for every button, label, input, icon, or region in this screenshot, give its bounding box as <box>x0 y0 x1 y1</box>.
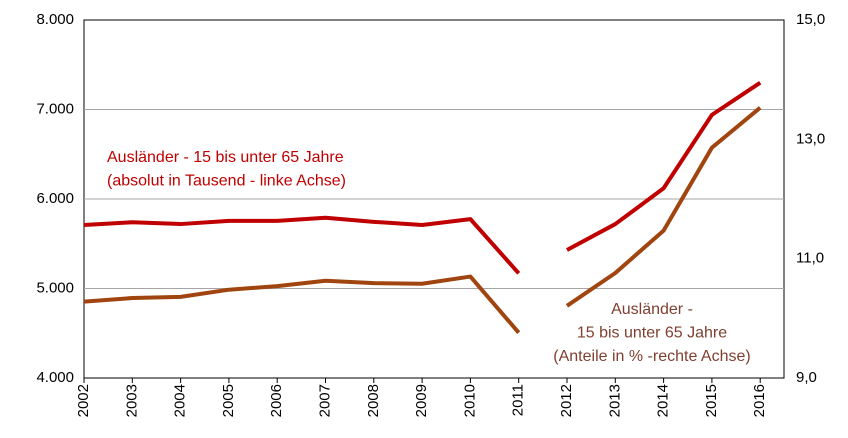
x-tick-label: 2013 <box>606 384 623 417</box>
y2-tick-label: 9,0 <box>796 369 817 386</box>
y-tick-label: 7.000 <box>36 100 74 117</box>
x-tick-label: 2008 <box>365 384 382 417</box>
line-series <box>83 274 521 334</box>
annotation: Ausländer - <box>611 301 693 318</box>
x-tick-label: 2006 <box>268 384 285 417</box>
annotation: (absolut in Tausend - linke Achse) <box>107 173 346 190</box>
x-tick-label: 2010 <box>461 384 478 417</box>
x-tick-label: 2016 <box>751 384 768 417</box>
annotation: (Anteile in % -rechte Achse) <box>553 348 750 365</box>
x-tick-label: 2012 <box>558 384 575 417</box>
x-tick-label: 2011 <box>510 384 527 416</box>
line-series <box>566 80 762 252</box>
x-tick-label: 2014 <box>655 384 672 417</box>
y-tick-label: 8.000 <box>36 11 74 28</box>
x-tick-label: 2003 <box>123 384 140 417</box>
y-tick-label: 6.000 <box>36 190 74 207</box>
x-tick-label: 2007 <box>316 384 333 417</box>
annotation: 15 bis unter 65 Jahre <box>577 325 727 342</box>
x-tick-label: 2005 <box>220 384 237 417</box>
x-tick-label: 2004 <box>172 384 189 417</box>
y2-tick-label: 13,0 <box>796 130 825 147</box>
y2-tick-label: 15,0 <box>796 11 825 28</box>
annotation: Ausländer - 15 bis unter 65 Jahre <box>107 149 344 166</box>
x-tick-label: 2002 <box>75 384 92 417</box>
x-tick-label: 2015 <box>703 384 720 417</box>
y2-tick-label: 11,0 <box>796 250 824 267</box>
line-series <box>565 106 762 308</box>
x-tick-label: 2009 <box>413 384 430 417</box>
y-tick-label: 5.000 <box>36 279 74 296</box>
line-series <box>83 215 521 275</box>
y-tick-label: 4.000 <box>36 369 74 386</box>
